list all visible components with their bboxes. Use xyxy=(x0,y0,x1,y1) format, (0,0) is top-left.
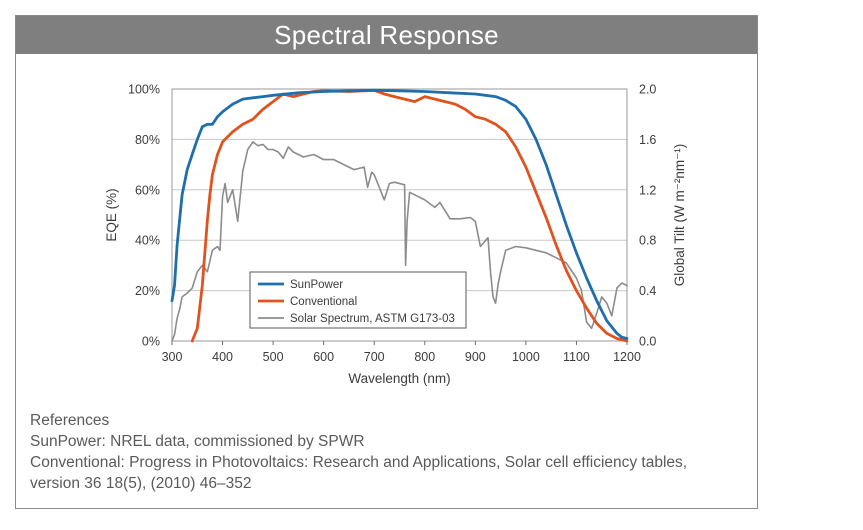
series-line-solar-spectrum-astm-g173-03 xyxy=(171,141,628,342)
y-tick-label: 40% xyxy=(135,234,160,248)
y-tick-label: 80% xyxy=(135,133,160,147)
y2-tick-label: 1.6 xyxy=(639,133,656,147)
x-axis-label: Wavelength (nm) xyxy=(348,371,450,386)
y2-tick-label: 0.4 xyxy=(639,284,656,298)
y2-axis-label: Global Tilt (W m⁻²nm⁻¹) xyxy=(672,144,687,287)
chart-title-bar: Spectral Response xyxy=(16,16,757,54)
x-tick-label: 300 xyxy=(162,350,183,364)
reference-line-sunpower: SunPower: NREL data, commissioned by SPW… xyxy=(30,433,365,450)
y-tick-label: 0% xyxy=(142,335,160,349)
series-line-conventional xyxy=(190,88,629,343)
plot-frame xyxy=(171,88,628,342)
x-tick-label: 500 xyxy=(263,350,284,364)
x-tick-label: 400 xyxy=(212,350,233,364)
x-tick-label: 800 xyxy=(414,350,435,364)
legend-label: Conventional xyxy=(290,296,357,308)
y2-tick-label: 0.8 xyxy=(639,234,656,248)
x-tick-label: 1100 xyxy=(563,350,590,364)
chart-panel: Spectral Response 300 400 500 600 700 800 900 1… xyxy=(15,15,758,509)
x-tick-label: 1200 xyxy=(613,350,641,364)
x-tick-label: 700 xyxy=(364,350,385,364)
y-axis-label: EQE (%) xyxy=(104,188,119,241)
y2-tick-label: 1.2 xyxy=(639,183,656,197)
y2-tick-label: 2.0 xyxy=(639,83,656,97)
series-line-sunpower xyxy=(170,88,629,340)
y-tick-label: 20% xyxy=(135,284,160,298)
legend-box xyxy=(249,271,467,329)
legend-label: Solar Spectrum, ASTM G173-03 xyxy=(290,313,455,325)
x-tick-label: 900 xyxy=(465,350,486,364)
reference-line-conventional: Conventional: Progress in Photovoltaics:… xyxy=(30,454,688,471)
x-tick-label: 1000 xyxy=(512,350,540,364)
y2-tick-label: 0.0 xyxy=(639,335,656,349)
references-block: References SunPower: NREL data, commissi… xyxy=(30,410,687,494)
y-tick-label: 100% xyxy=(128,83,160,97)
spectral-response-chart: 300 400 500 600 700 800 900 1000 1100 1200 0% 20% 40… xyxy=(104,83,687,387)
references-heading: References xyxy=(30,412,110,429)
reference-line-conventional-cont: version 36 18(5), (2010) 46–352 xyxy=(30,475,252,492)
legend-label: SunPower xyxy=(290,279,343,291)
y-tick-label: 60% xyxy=(135,183,160,197)
x-tick-label: 600 xyxy=(313,350,334,364)
